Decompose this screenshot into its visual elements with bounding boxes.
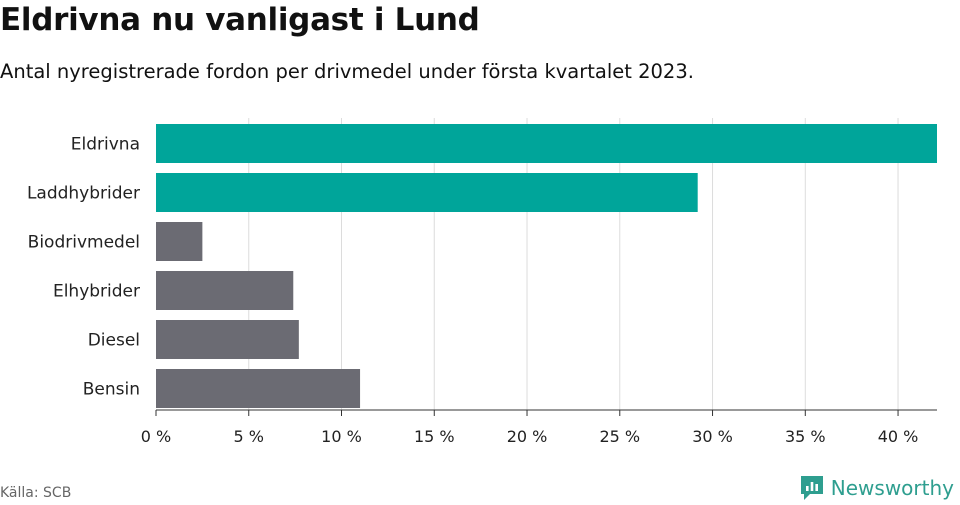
- bar[interactable]: [156, 369, 361, 408]
- newsworthy-logo-icon: [800, 476, 823, 500]
- x-tick-label: 35 %: [785, 427, 826, 446]
- brand-name: Newsworthy: [830, 476, 954, 500]
- bars: [156, 124, 937, 408]
- x-tick-label: 20 %: [507, 427, 548, 446]
- category-label: Bensin: [83, 380, 140, 400]
- bar[interactable]: [156, 271, 294, 310]
- x-tick-label: 10 %: [321, 427, 362, 446]
- category-label: Biodrivmedel: [28, 233, 140, 253]
- x-tick-label: 25 %: [599, 427, 640, 446]
- x-tick-label: 5 %: [234, 427, 264, 446]
- category-label: Eldrivna: [71, 135, 140, 155]
- bar[interactable]: [156, 222, 203, 261]
- category-label: Diesel: [88, 331, 140, 351]
- x-tick-label: 40 %: [878, 427, 919, 446]
- x-tick-label: 30 %: [692, 427, 733, 446]
- chart-subtitle: Antal nyregistrerade fordon per drivmede…: [0, 60, 694, 83]
- bar-chart: Eldrivna Laddhybrider Biodrivmedel Elhybrid…: [27, 118, 937, 446]
- bar[interactable]: [156, 124, 937, 163]
- x-axis: 0 % 5 % 10 % 15 % 20 % 25 % 30 % 35 % 40 %: [141, 409, 937, 446]
- bar[interactable]: [156, 173, 698, 212]
- x-tick-label: 15 %: [414, 427, 455, 446]
- bar[interactable]: [156, 320, 299, 359]
- category-labels: Eldrivna Laddhybrider Biodrivmedel Elhybrid…: [27, 135, 140, 400]
- brand[interactable]: Newsworthy: [799, 474, 954, 502]
- gridlines: [248, 118, 899, 410]
- x-tick-label: 0 %: [141, 427, 171, 446]
- category-label: Laddhybrider: [27, 184, 140, 204]
- source-note: Källa: SCB: [0, 485, 72, 501]
- chart-title: Eldrivna nu vanligast i Lund: [0, 2, 480, 38]
- category-label: Elhybrider: [53, 282, 140, 302]
